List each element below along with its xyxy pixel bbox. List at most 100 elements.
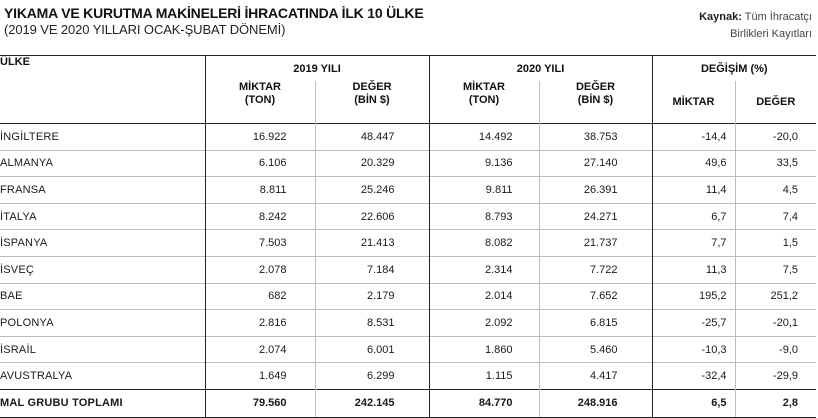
table-row: AVUSTRALYA 1.649 6.299 1.115 4.417 -32,4 -29,9 xyxy=(0,362,816,390)
value-cell-v2020: 21.737 xyxy=(538,229,652,257)
value-cell-v2019: 8.531 xyxy=(314,309,429,337)
page-subtitle: (2019 VE 2020 YILLARI OCAK-ŞUBAT DÖNEMİ) xyxy=(4,22,286,37)
subheader-2019-deger: DEĞER (BİN $) xyxy=(314,81,429,124)
header-change: DEĞİŞİM (%) xyxy=(651,55,816,81)
value-cell-dm: -10,3 xyxy=(651,335,735,363)
value-cell-dv: 2,8 xyxy=(734,388,816,418)
value-cell-v2020: 24.271 xyxy=(538,202,652,230)
value-cell-v2019: 25.246 xyxy=(314,176,429,204)
value-cell-dm: 6,5 xyxy=(651,388,735,418)
value-cell-dv: -29,9 xyxy=(734,362,816,390)
value-cell-dm: 11,4 xyxy=(651,176,735,204)
table-row: POLONYA 2.816 8.531 2.092 6.815 -25,7 -20,1 xyxy=(0,309,816,337)
value-cell-v2019: 21.413 xyxy=(314,229,429,257)
value-cell-m2019: 8.242 xyxy=(204,202,315,230)
table-row: İSPANYA 7.503 21.413 8.082 21.737 7,7 1,5 xyxy=(0,229,816,257)
value-cell-v2020: 27.140 xyxy=(538,149,652,177)
value-cell-dm: -14,4 xyxy=(651,123,735,151)
value-cell-m2020: 9.136 xyxy=(428,149,539,177)
value-cell-m2019: 16.922 xyxy=(204,123,315,151)
value-cell-dv: 1,5 xyxy=(734,229,816,257)
value-cell-v2019: 2.179 xyxy=(314,282,429,310)
value-cell-dv: -20,0 xyxy=(734,123,816,151)
table-row: İTALYA 8.242 22.606 8.793 24.271 6,7 7,4 xyxy=(0,202,816,230)
country-cell: FRANSA xyxy=(0,176,205,204)
country-cell: POLONYA xyxy=(0,309,205,337)
value-cell-m2019: 7.503 xyxy=(204,229,315,257)
value-cell-m2020: 1.860 xyxy=(428,335,539,363)
value-cell-m2019: 682 xyxy=(204,282,315,310)
country-cell: İTALYA xyxy=(0,202,205,230)
subheader-2020-miktar: MİKTAR (TON) xyxy=(428,81,539,124)
table-row: İSVEÇ 2.078 7.184 2.314 7.722 11,3 7,5 xyxy=(0,255,816,284)
value-cell-dm: 6,7 xyxy=(651,202,735,230)
value-cell-m2020: 84.770 xyxy=(428,388,539,418)
value-cell-m2019: 1.649 xyxy=(204,362,315,390)
country-cell: İNGİLTERE xyxy=(0,123,205,151)
export-table: ÜLKE 2019 YILI 2020 YILI DEĞİŞİM (%) MİK… xyxy=(0,55,816,418)
value-cell-v2019: 242.145 xyxy=(314,388,429,418)
value-cell-m2020: 2.314 xyxy=(428,255,539,284)
value-cell-dv: 4,5 xyxy=(734,176,816,204)
value-cell-dm: 7,7 xyxy=(651,229,735,257)
value-cell-v2020: 7.652 xyxy=(538,282,652,310)
country-cell: ALMANYA xyxy=(0,149,205,177)
value-cell-v2019: 20.329 xyxy=(314,149,429,177)
value-cell-dv: 251,2 xyxy=(734,282,816,310)
header-2020: 2020 YILI xyxy=(428,55,652,81)
value-cell-v2020: 6.815 xyxy=(538,309,652,337)
country-cell: AVUSTRALYA xyxy=(0,362,205,390)
value-cell-m2020: 8.082 xyxy=(428,229,539,257)
table-row: ALMANYA 6.106 20.329 9.136 27.140 49,6 33,5 xyxy=(0,149,816,177)
value-cell-m2020: 2.014 xyxy=(428,282,539,310)
subheader-2020-deger: DEĞER (BİN $) xyxy=(538,81,652,124)
value-cell-v2019: 6.299 xyxy=(314,362,429,390)
value-cell-v2020: 26.391 xyxy=(538,176,652,204)
table-row: FRANSA 8.811 25.246 9.811 26.391 11,4 4,5 xyxy=(0,176,816,204)
header-2019: 2019 YILI xyxy=(204,55,429,81)
value-cell-v2020: 7.722 xyxy=(538,255,652,284)
value-cell-v2020: 38.753 xyxy=(538,123,652,151)
page-title: YIKAMA VE KURUTMA MAKİNELERİ İHRACATINDA… xyxy=(4,5,424,21)
value-cell-v2019: 6.001 xyxy=(314,335,429,363)
value-cell-v2019: 7.184 xyxy=(314,255,429,284)
value-cell-dv: 7,5 xyxy=(734,255,816,284)
country-header: ÜLKE xyxy=(0,55,205,124)
value-cell-v2019: 22.606 xyxy=(314,202,429,230)
source-line1: Tüm İhracatçı xyxy=(744,11,812,23)
value-cell-dv: -9,0 xyxy=(734,335,816,363)
source-note: Kaynak: Tüm İhracatçı Birlikleri Kayıtla… xyxy=(699,9,812,43)
value-cell-m2019: 2.816 xyxy=(204,309,315,337)
country-cell: İSVEÇ xyxy=(0,255,205,284)
subheader-change-miktar: MİKTAR xyxy=(651,81,735,124)
country-cell: İSPANYA xyxy=(0,229,205,257)
source-line2: Birlikleri Kayıtları xyxy=(730,28,812,40)
value-cell-m2019: 2.078 xyxy=(204,255,315,284)
table-row: İSRAİL 2.074 6.001 1.860 5.460 -10,3 -9,0 xyxy=(0,335,816,363)
value-cell-v2020: 248.916 xyxy=(538,388,652,418)
value-cell-m2020: 9.811 xyxy=(428,176,539,204)
value-cell-m2019: 8.811 xyxy=(204,176,315,204)
value-cell-m2019: 79.560 xyxy=(204,388,315,418)
value-cell-m2020: 8.793 xyxy=(428,202,539,230)
value-cell-dm: -32,4 xyxy=(651,362,735,390)
value-cell-m2020: 2.092 xyxy=(428,309,539,337)
value-cell-dm: -25,7 xyxy=(651,309,735,337)
source-label: Kaynak: xyxy=(699,11,742,23)
value-cell-m2020: 1.115 xyxy=(428,362,539,390)
country-cell: İSRAİL xyxy=(0,335,205,363)
value-cell-v2020: 4.417 xyxy=(538,362,652,390)
value-cell-dv: 33,5 xyxy=(734,149,816,177)
value-cell-v2019: 48.447 xyxy=(314,123,429,151)
value-cell-dm: 49,6 xyxy=(651,149,735,177)
subheader-2019-miktar: MİKTAR (TON) xyxy=(204,81,315,124)
subheader-change-deger: DEĞER xyxy=(734,81,816,124)
value-cell-m2019: 2.074 xyxy=(204,335,315,363)
country-cell: BAE xyxy=(0,282,205,310)
value-cell-dv: -20,1 xyxy=(734,309,816,337)
value-cell-dv: 7,4 xyxy=(734,202,816,230)
value-cell-dm: 195,2 xyxy=(651,282,735,310)
value-cell-dm: 11,3 xyxy=(651,255,735,284)
table-row: BAE 682 2.179 2.014 7.652 195,2 251,2 xyxy=(0,282,816,310)
value-cell-m2019: 6.106 xyxy=(204,149,315,177)
